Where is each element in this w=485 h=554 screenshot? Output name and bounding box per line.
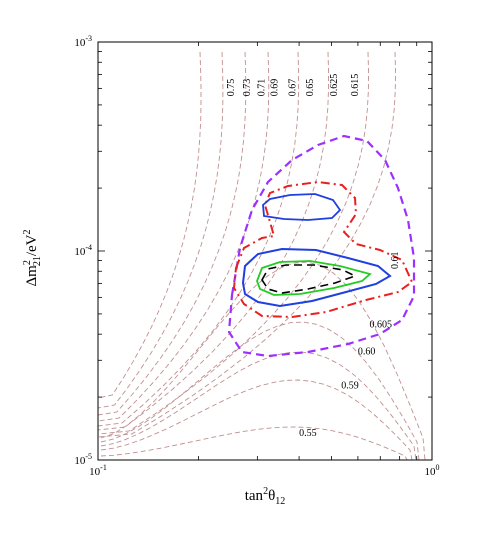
- region-blue-solid: [262, 193, 342, 221]
- iso-contour-0.75: [97, 51, 202, 399]
- x-tick-label: 100: [425, 463, 440, 478]
- iso-contour-0.605: [100, 321, 420, 461]
- iso-label-0.615: 0.615: [350, 74, 361, 97]
- tick-labels: 10-1 100 10-5 10-4 10-3: [74, 34, 439, 478]
- iso-contour-0.59: [100, 379, 413, 461]
- region-black-dashed: [261, 264, 358, 294]
- iso-contour-0.73: [97, 51, 224, 409]
- iso-label-0.73: 0.73: [242, 79, 253, 97]
- iso-contour-0.55: [100, 426, 408, 461]
- iso-label-0.67: 0.67: [287, 79, 298, 97]
- iso-contour-0.65: [97, 51, 329, 431]
- region-red-dashdot: [232, 180, 414, 319]
- x-axis-title: tan2θ12: [245, 486, 286, 507]
- iso-label-0.55: 0.55: [299, 428, 317, 439]
- region-blue-solid: [241, 247, 392, 308]
- iso-contour-lines: [97, 51, 426, 461]
- y-axis-title: Δm221/eV2: [22, 230, 43, 287]
- iso-contour-0.60: [100, 351, 417, 461]
- y-tick-label: 10-5: [74, 452, 92, 467]
- iso-contour-0.69: [97, 51, 270, 422]
- iso-label-0.60: 0.60: [358, 346, 376, 357]
- axis-ticks: [97, 42, 433, 461]
- iso-label-0.69: 0.69: [270, 79, 281, 97]
- iso-label-0.71: 0.71: [256, 79, 267, 97]
- region-purple-dashed: [227, 134, 416, 358]
- region-contours: [227, 134, 416, 358]
- iso-label-0.625: 0.625: [329, 74, 340, 97]
- region-green-solid: [256, 260, 372, 296]
- iso-label-0.65: 0.65: [305, 79, 316, 97]
- iso-label-0.59: 0.59: [341, 380, 359, 391]
- iso-contour-0.67: [97, 51, 300, 427]
- x-tick-label: 10-1: [89, 463, 107, 478]
- iso-contour-labels: 0.75 0.73 0.71 0.69 0.67 0.65 0.625 0.615 0.61 0.…: [226, 74, 401, 439]
- iso-label-0.75: 0.75: [226, 79, 237, 97]
- iso-label-0.605: 0.605: [370, 320, 393, 331]
- iso-contour-0.615: [97, 51, 396, 438]
- iso-contour-0.625: [97, 51, 369, 435]
- iso-label-0.61: 0.61: [390, 252, 401, 270]
- iso-contour-0.61: [100, 261, 426, 461]
- y-tick-label: 10-3: [74, 34, 92, 49]
- y-tick-label: 10-4: [74, 243, 92, 258]
